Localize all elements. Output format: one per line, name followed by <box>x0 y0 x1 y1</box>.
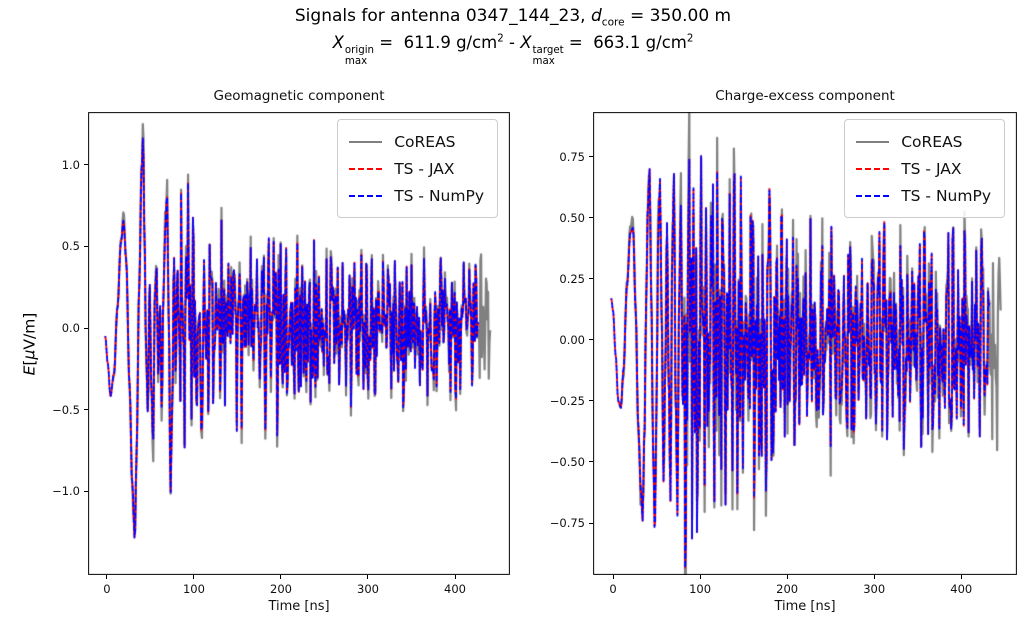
y-tick-mark <box>84 245 88 247</box>
legend-sample-dashed-line <box>349 194 383 197</box>
x-tick-mark <box>699 575 701 579</box>
axes-title-charge-excess: Charge-excess component <box>715 88 895 104</box>
figure-title: Signals for antenna 0347_144_23, dcore =… <box>0 6 1026 68</box>
y-tick-mark <box>84 327 88 329</box>
legend-entry: TS - NumPy <box>349 182 484 209</box>
title-xmax-origin-value: 611.9 g/cm <box>403 33 498 53</box>
title-text-suffix: = 350.00 m <box>624 6 732 26</box>
x-tick-mark <box>873 575 875 579</box>
x-tick-label: 200 <box>776 582 799 596</box>
x-tick-mark <box>612 575 614 579</box>
title-xmax-origin-supsub: origin max <box>345 45 374 68</box>
ylabel-bracket: [ <box>20 359 38 366</box>
title-sub-max2: max <box>532 56 555 68</box>
y-tick-label: 0.25 <box>559 271 585 286</box>
y-tick-label: 0.00 <box>559 332 585 347</box>
x-tick-mark <box>280 575 282 579</box>
y-tick-mark <box>84 409 88 411</box>
x-tick-label: 400 <box>950 582 973 596</box>
y-tick-label: 0.0 <box>61 321 80 335</box>
ylabel-E: E <box>20 365 38 375</box>
y-tick-label: −0.5 <box>52 402 80 417</box>
legend-label: TS - JAX <box>394 159 455 178</box>
x-tick-label: 300 <box>863 582 886 596</box>
legend-entry: TS - JAX <box>349 155 484 182</box>
y-tick-mark <box>589 461 593 463</box>
x-axis-label-geomagnetic: Time [ns] <box>268 599 330 614</box>
legend-charge-excess: CoREAS TS - JAX TS - NumPy <box>844 119 1005 218</box>
x-tick-label: 100 <box>182 582 205 596</box>
figure-title-line1: Signals for antenna 0347_144_23, dcore =… <box>0 6 1026 28</box>
legend-label: TS - JAX <box>901 159 962 178</box>
x-tick-label: 300 <box>357 582 379 596</box>
y-tick-label: −1.0 <box>52 484 80 499</box>
y-tick-mark <box>589 339 593 341</box>
y-tick-mark <box>84 164 88 166</box>
axes-charge-excess: Charge-excess component Time [ns] CoREAS… <box>550 88 1017 614</box>
y-tick-label: 0.50 <box>559 210 585 225</box>
ylabel-mu: μ <box>20 349 38 359</box>
y-tick-mark <box>589 156 593 158</box>
title-exp2: 2 <box>686 33 694 45</box>
legend-label: TS - NumPy <box>394 186 484 205</box>
legend-label: CoREAS <box>901 132 963 151</box>
x-tick-label: 0 <box>103 582 111 596</box>
legend-sample-solid-line <box>856 140 890 143</box>
x-tick-label: 0 <box>609 582 617 596</box>
y-tick-mark <box>84 490 88 492</box>
y-tick-mark <box>589 400 593 402</box>
x-tick-label: 100 <box>689 582 712 596</box>
x-tick-mark <box>454 575 456 579</box>
title-xmax-target-supsub: target max <box>533 45 564 68</box>
legend-entry: CoREAS <box>349 128 484 155</box>
x-tick-mark <box>193 575 195 579</box>
legend-entry: TS - NumPy <box>856 182 991 209</box>
title-text: Signals for antenna 0347_144_23, <box>294 6 591 26</box>
title-separator: - <box>503 33 521 53</box>
y-tick-label: −0.50 <box>549 454 585 469</box>
title-xmax-target-var: X <box>520 33 532 53</box>
y-tick-mark <box>589 278 593 280</box>
x-tick-mark <box>960 575 962 579</box>
x-axis-label-charge-excess: Time [ns] <box>774 599 836 614</box>
title-xmax-target-value: 663.1 g/cm <box>593 33 687 53</box>
legend-geomagnetic: CoREAS TS - JAX TS - NumPy <box>337 119 498 218</box>
y-tick-label: 0.75 <box>559 149 585 164</box>
legend-label: TS - NumPy <box>901 186 991 205</box>
ylabel-units: V/m] <box>20 312 38 350</box>
title-sup-target: target <box>532 44 564 56</box>
y-tick-mark <box>589 522 593 524</box>
x-tick-mark <box>106 575 108 579</box>
y-tick-label: 1.0 <box>61 157 80 172</box>
title-xmax-origin-var: X <box>332 33 344 53</box>
legend-sample-dashed-line <box>856 194 890 197</box>
y-axis-label-wrap: E[μV/m] <box>8 112 50 575</box>
title-eq1: = <box>374 33 404 53</box>
legend-entry: CoREAS <box>856 128 991 155</box>
x-tick-mark <box>367 575 369 579</box>
y-tick-label: −0.75 <box>549 516 585 530</box>
legend-sample-solid-line <box>349 140 383 143</box>
title-eq2: = <box>563 33 594 53</box>
legend-sample-dashed-line <box>349 167 383 170</box>
legend-label: CoREAS <box>394 132 456 151</box>
axes-title-geomagnetic: Geomagnetic component <box>213 88 385 104</box>
y-tick-label: −0.25 <box>549 393 585 408</box>
y-tick-mark <box>589 217 593 219</box>
legend-sample-dashed-line <box>856 167 890 170</box>
title-var-d: d <box>591 6 602 26</box>
title-sub-max: max <box>344 56 368 68</box>
axes-geomagnetic: Geomagnetic component E[μV/m] Time [ns] … <box>20 88 510 614</box>
x-tick-label: 400 <box>444 582 466 596</box>
title-var-d-sub: core <box>601 16 625 29</box>
legend-entry: TS - JAX <box>856 155 991 182</box>
y-tick-label: 0.5 <box>61 239 80 254</box>
x-tick-label: 200 <box>270 582 292 596</box>
y-axis-label: E[μV/m] <box>20 312 38 375</box>
x-tick-mark <box>786 575 788 579</box>
title-sup-origin: origin <box>344 44 375 56</box>
title-exp1: 2 <box>497 33 504 45</box>
